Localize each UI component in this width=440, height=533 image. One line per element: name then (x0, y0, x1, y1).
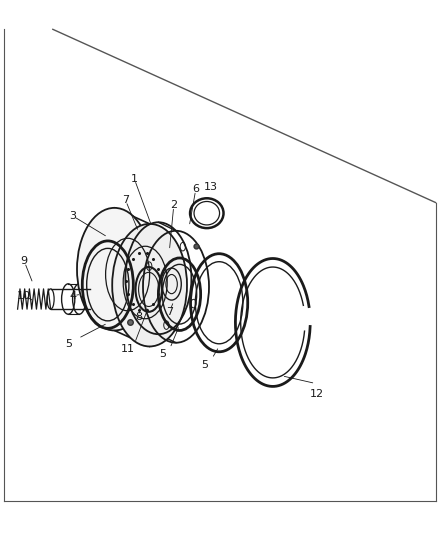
Text: 12: 12 (310, 390, 324, 399)
Text: 5: 5 (159, 350, 166, 359)
Text: 11: 11 (121, 344, 135, 354)
Text: 7: 7 (166, 307, 173, 317)
Text: 5: 5 (65, 339, 72, 349)
Text: 5: 5 (201, 360, 208, 370)
Text: 10: 10 (17, 291, 31, 301)
Text: 4: 4 (69, 291, 76, 301)
Text: 7: 7 (122, 195, 129, 205)
Ellipse shape (77, 208, 152, 330)
Ellipse shape (112, 224, 187, 346)
Text: 2: 2 (170, 200, 177, 210)
Text: 9: 9 (21, 256, 28, 266)
Text: 3: 3 (69, 211, 76, 221)
Text: 8: 8 (135, 312, 142, 322)
Text: 6: 6 (192, 184, 199, 194)
Text: 13: 13 (204, 182, 218, 191)
Text: 1: 1 (131, 174, 138, 183)
